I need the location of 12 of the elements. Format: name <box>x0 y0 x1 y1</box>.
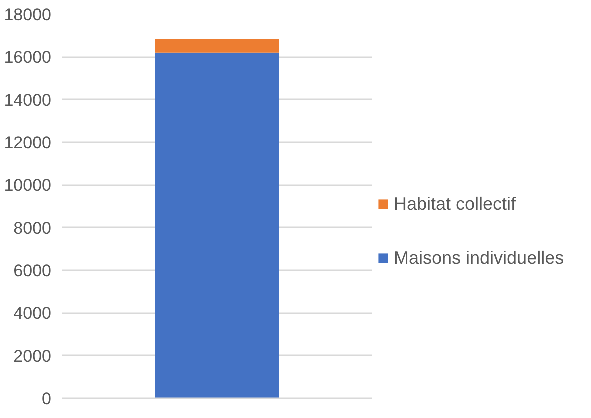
legend-label: Maisons individuelles <box>394 246 564 270</box>
y-tick-label: 6000 <box>14 262 52 280</box>
legend-label: Habitat collectif <box>394 192 516 216</box>
y-tick-label: 0 <box>42 390 52 408</box>
y-tick-label: 4000 <box>14 304 52 324</box>
y-tick-label: 2000 <box>14 346 52 366</box>
y-tick-label: 14000 <box>4 90 52 110</box>
y-tick-label: 16000 <box>4 48 52 68</box>
y-tick-label: 18000 <box>4 6 52 24</box>
y-tick-label: 12000 <box>4 134 52 152</box>
y-tick-label: 10000 <box>4 176 52 196</box>
y-tick-label: 8000 <box>14 218 52 238</box>
